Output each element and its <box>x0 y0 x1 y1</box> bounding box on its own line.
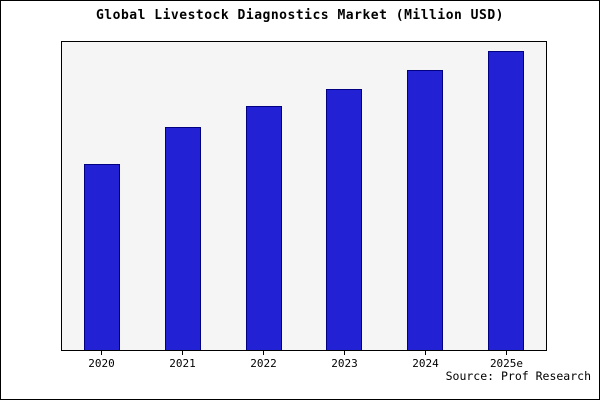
x-label-2022: 2022 <box>250 357 277 370</box>
bar-2021 <box>164 126 201 350</box>
bar-slot-2023 <box>326 42 363 350</box>
x-label-2024: 2024 <box>412 357 439 370</box>
chart-title: Global Livestock Diagnostics Market (Mil… <box>95 8 504 23</box>
x-label-2020: 2020 <box>88 357 115 370</box>
x-label-2021: 2021 <box>169 357 196 370</box>
x-tick <box>263 351 264 355</box>
bar-slot-2024 <box>406 42 443 350</box>
x-label-slot-2022: 2022 <box>242 351 286 370</box>
x-tick <box>344 351 345 355</box>
bar-2025e <box>487 50 524 350</box>
bar-slot-2025e <box>487 42 524 350</box>
bar-2023 <box>326 88 363 350</box>
x-label-2025e: 2025e <box>489 357 524 370</box>
bars <box>62 42 546 350</box>
bar-2020 <box>84 163 121 350</box>
bar-slot-2022 <box>245 42 282 350</box>
x-label-slot-2024: 2024 <box>404 351 448 370</box>
x-tick <box>182 351 183 355</box>
x-label-slot-2025e: 2025e <box>485 351 529 370</box>
bar-2024 <box>406 69 443 350</box>
bar-slot-2021 <box>164 42 201 350</box>
source-attribution: Source: Prof Research <box>445 369 591 383</box>
plot-area <box>61 41 547 351</box>
x-tick <box>101 351 102 355</box>
x-label-slot-2023: 2023 <box>323 351 367 370</box>
bar-2022 <box>245 105 282 350</box>
x-tick <box>425 351 426 355</box>
x-label-slot-2020: 2020 <box>80 351 124 370</box>
x-tick <box>506 351 507 355</box>
x-label-2023: 2023 <box>331 357 358 370</box>
x-labels: 2020 2021 2022 2023 2024 2025e <box>61 351 547 370</box>
bar-slot-2020 <box>84 42 121 350</box>
x-label-slot-2021: 2021 <box>161 351 205 370</box>
